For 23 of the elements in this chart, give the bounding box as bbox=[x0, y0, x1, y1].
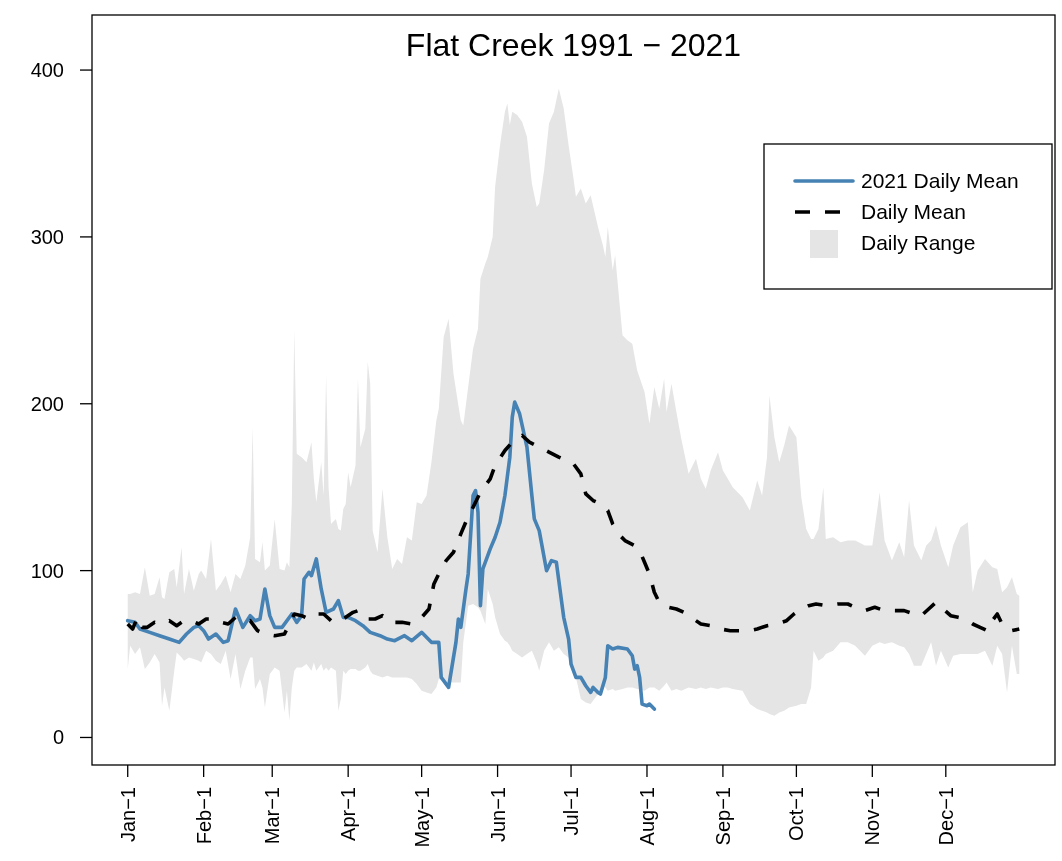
legend-label: 2021 Daily Mean bbox=[861, 169, 1019, 193]
x-tick-label: Apr−1 bbox=[337, 787, 360, 841]
x-tick-label: Nov−1 bbox=[861, 787, 884, 846]
y-tick-label: 0 bbox=[52, 726, 64, 749]
x-tick-label: Jun−1 bbox=[486, 787, 509, 843]
y-tick-label: 400 bbox=[30, 59, 64, 82]
line-series bbox=[125, 433, 1022, 638]
x-tick-label: Mar−1 bbox=[261, 787, 284, 845]
x-tick-label: Feb−1 bbox=[192, 787, 215, 845]
y-tick-label: 300 bbox=[30, 225, 64, 248]
x-tick-label: Dec−1 bbox=[934, 787, 957, 846]
y-tick-label: 100 bbox=[30, 559, 64, 582]
legend-label: Daily Range bbox=[861, 231, 976, 255]
x-tick-label: Oct−1 bbox=[785, 787, 808, 841]
x-tick-label: Jan−1 bbox=[116, 787, 139, 843]
legend-label: Daily Mean bbox=[861, 200, 967, 224]
chart-title: Flat Creek 1991 − 2021 bbox=[405, 27, 742, 63]
x-tick-label: May−1 bbox=[410, 787, 433, 848]
x-tick-label: Aug−1 bbox=[635, 787, 658, 846]
line-series bbox=[125, 400, 657, 711]
x-tick-label: Sep−1 bbox=[711, 787, 734, 846]
y-tick-label: 200 bbox=[30, 392, 64, 415]
x-tick-label: Jul−1 bbox=[560, 787, 583, 836]
